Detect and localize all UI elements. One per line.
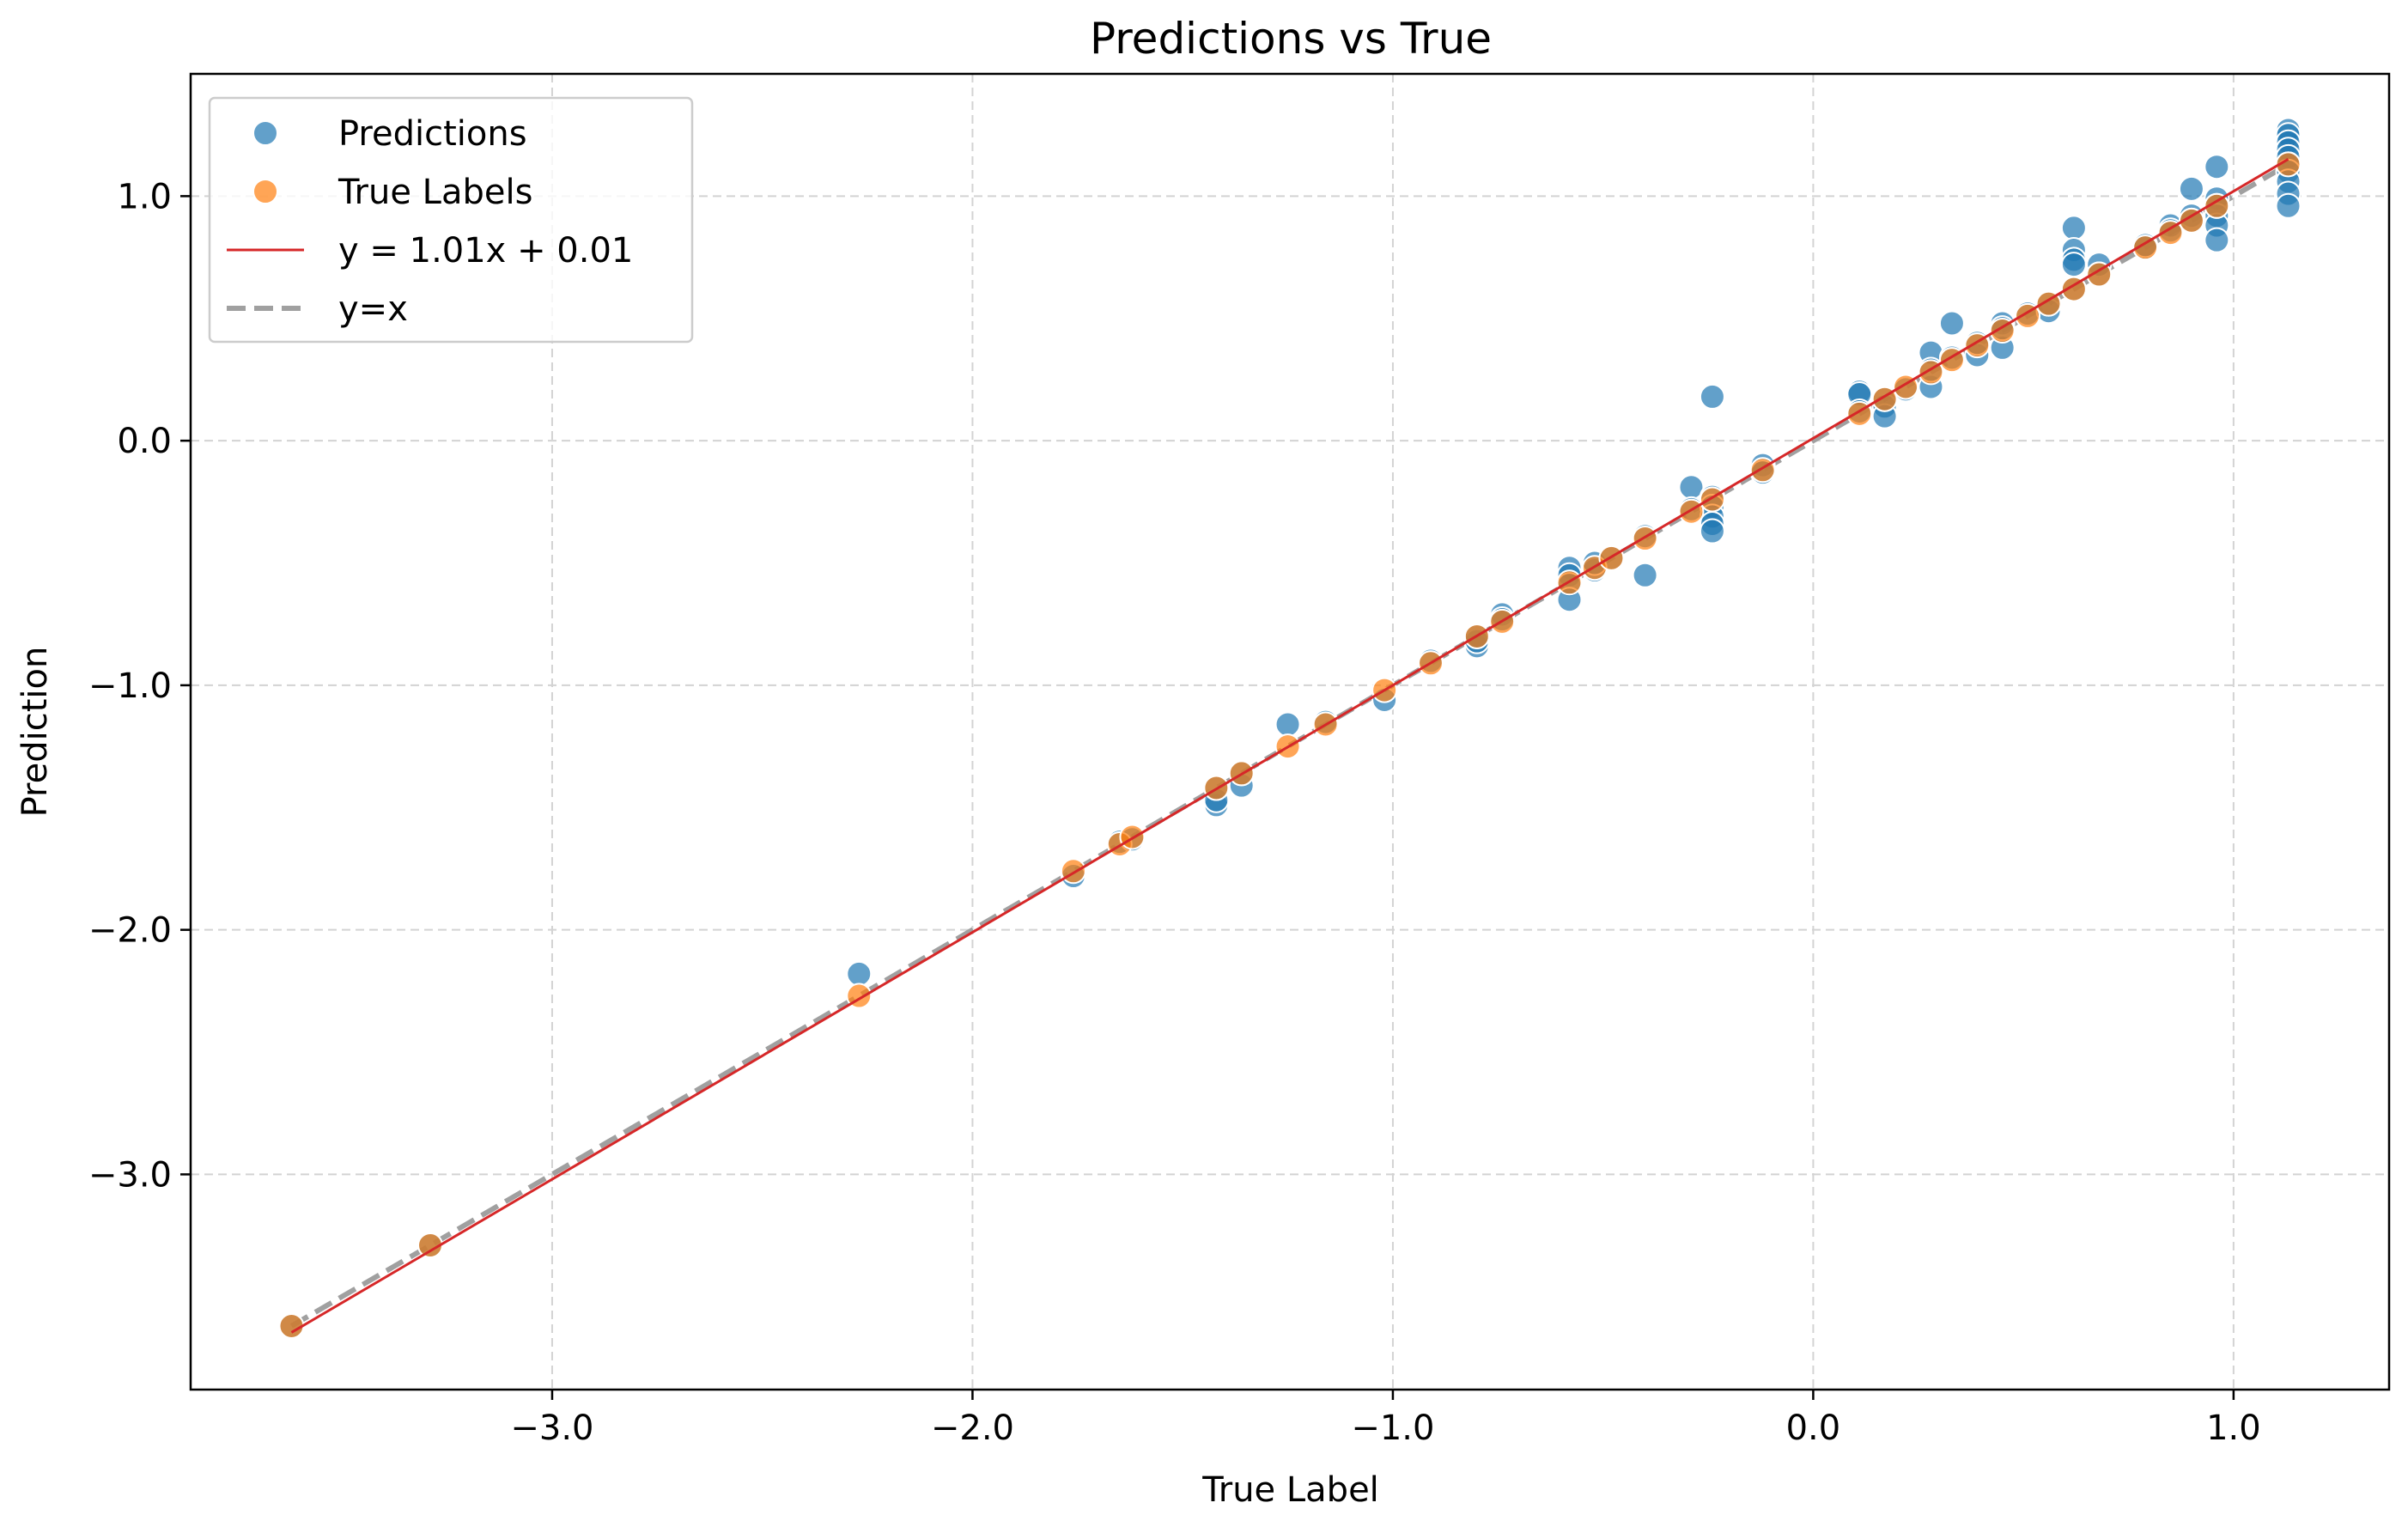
x-tick-label-1: −2.0 xyxy=(931,1408,1014,1448)
y-tick-label-2: −1.0 xyxy=(88,666,172,706)
prediction-point-11 xyxy=(1274,711,1301,738)
prediction-point-36 xyxy=(1699,518,1725,545)
true-label-point-32 xyxy=(2132,234,2159,261)
prediction-point-73 xyxy=(2204,154,2230,180)
true-label-point-18 xyxy=(1678,498,1705,525)
legend-label-2: y = 1.01x + 0.01 xyxy=(338,231,633,271)
prediction-point-70 xyxy=(2178,175,2204,202)
x-tick-label-3: 0.0 xyxy=(1786,1408,1841,1448)
prediction-point-31 xyxy=(1699,383,1725,410)
plot-frame xyxy=(189,72,2391,1391)
legend: Predictions True Labels y = 1.01x + 0.01 y=… xyxy=(208,96,694,344)
legend-marker-0 xyxy=(252,120,278,146)
x-axis-label: True Label xyxy=(1201,1470,1379,1510)
true-label-point-36 xyxy=(2275,151,2302,178)
legend-box xyxy=(208,96,694,344)
y-tick-label-3: 0.0 xyxy=(117,422,172,461)
x-tick-label-2: −1.0 xyxy=(1351,1408,1434,1448)
x-tick-label-4: 1.0 xyxy=(2206,1408,2261,1448)
legend-label-3: y=x xyxy=(338,289,408,329)
prediction-point-59 xyxy=(2060,215,2087,241)
legend-marker-1 xyxy=(252,179,278,204)
prediction-point-49 xyxy=(1938,310,1965,337)
legend-label-0: Predictions xyxy=(338,114,527,154)
x-axis-ticks: −3.0 −2.0 −1.0 0.0 1.0 xyxy=(510,1390,2261,1448)
prediction-point-2 xyxy=(846,960,873,987)
true-label-point-3 xyxy=(1060,858,1086,885)
prediction-point-62 xyxy=(2060,252,2087,278)
true-label-point-19 xyxy=(1699,486,1725,513)
y-axis-label: Prediction xyxy=(15,647,55,818)
y-tick-label-1: −2.0 xyxy=(88,911,172,951)
fit-line xyxy=(290,158,2289,1334)
true-label-point-5 xyxy=(1119,824,1146,850)
legend-label-1: True Labels xyxy=(337,173,532,212)
y-axis-ticks: −3.0 −2.0 −1.0 0.0 1.0 xyxy=(88,177,191,1195)
true-label-point-35 xyxy=(2204,192,2230,219)
chart-title: Predictions vs True xyxy=(1090,14,1492,64)
fit-line-layer xyxy=(290,158,2289,1334)
true-label-point-33 xyxy=(2157,220,2184,246)
y-tick-label-4: 1.0 xyxy=(117,177,172,216)
prediction-point-77 xyxy=(2204,227,2230,253)
prediction-point-27 xyxy=(1632,562,1658,588)
x-tick-label-0: −3.0 xyxy=(510,1408,593,1448)
y-tick-label-0: −3.0 xyxy=(88,1155,172,1195)
grid xyxy=(191,74,2389,1390)
true-label-point-34 xyxy=(2178,207,2204,234)
prediction-point-88 xyxy=(2275,192,2302,219)
true-label-point-31 xyxy=(2086,261,2113,288)
